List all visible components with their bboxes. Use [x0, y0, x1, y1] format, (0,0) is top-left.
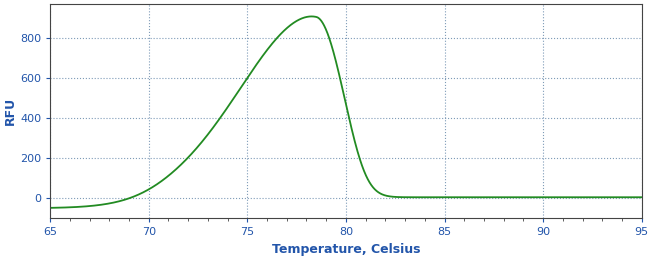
Y-axis label: RFU: RFU: [4, 97, 17, 125]
X-axis label: Temperature, Celsius: Temperature, Celsius: [272, 243, 420, 256]
